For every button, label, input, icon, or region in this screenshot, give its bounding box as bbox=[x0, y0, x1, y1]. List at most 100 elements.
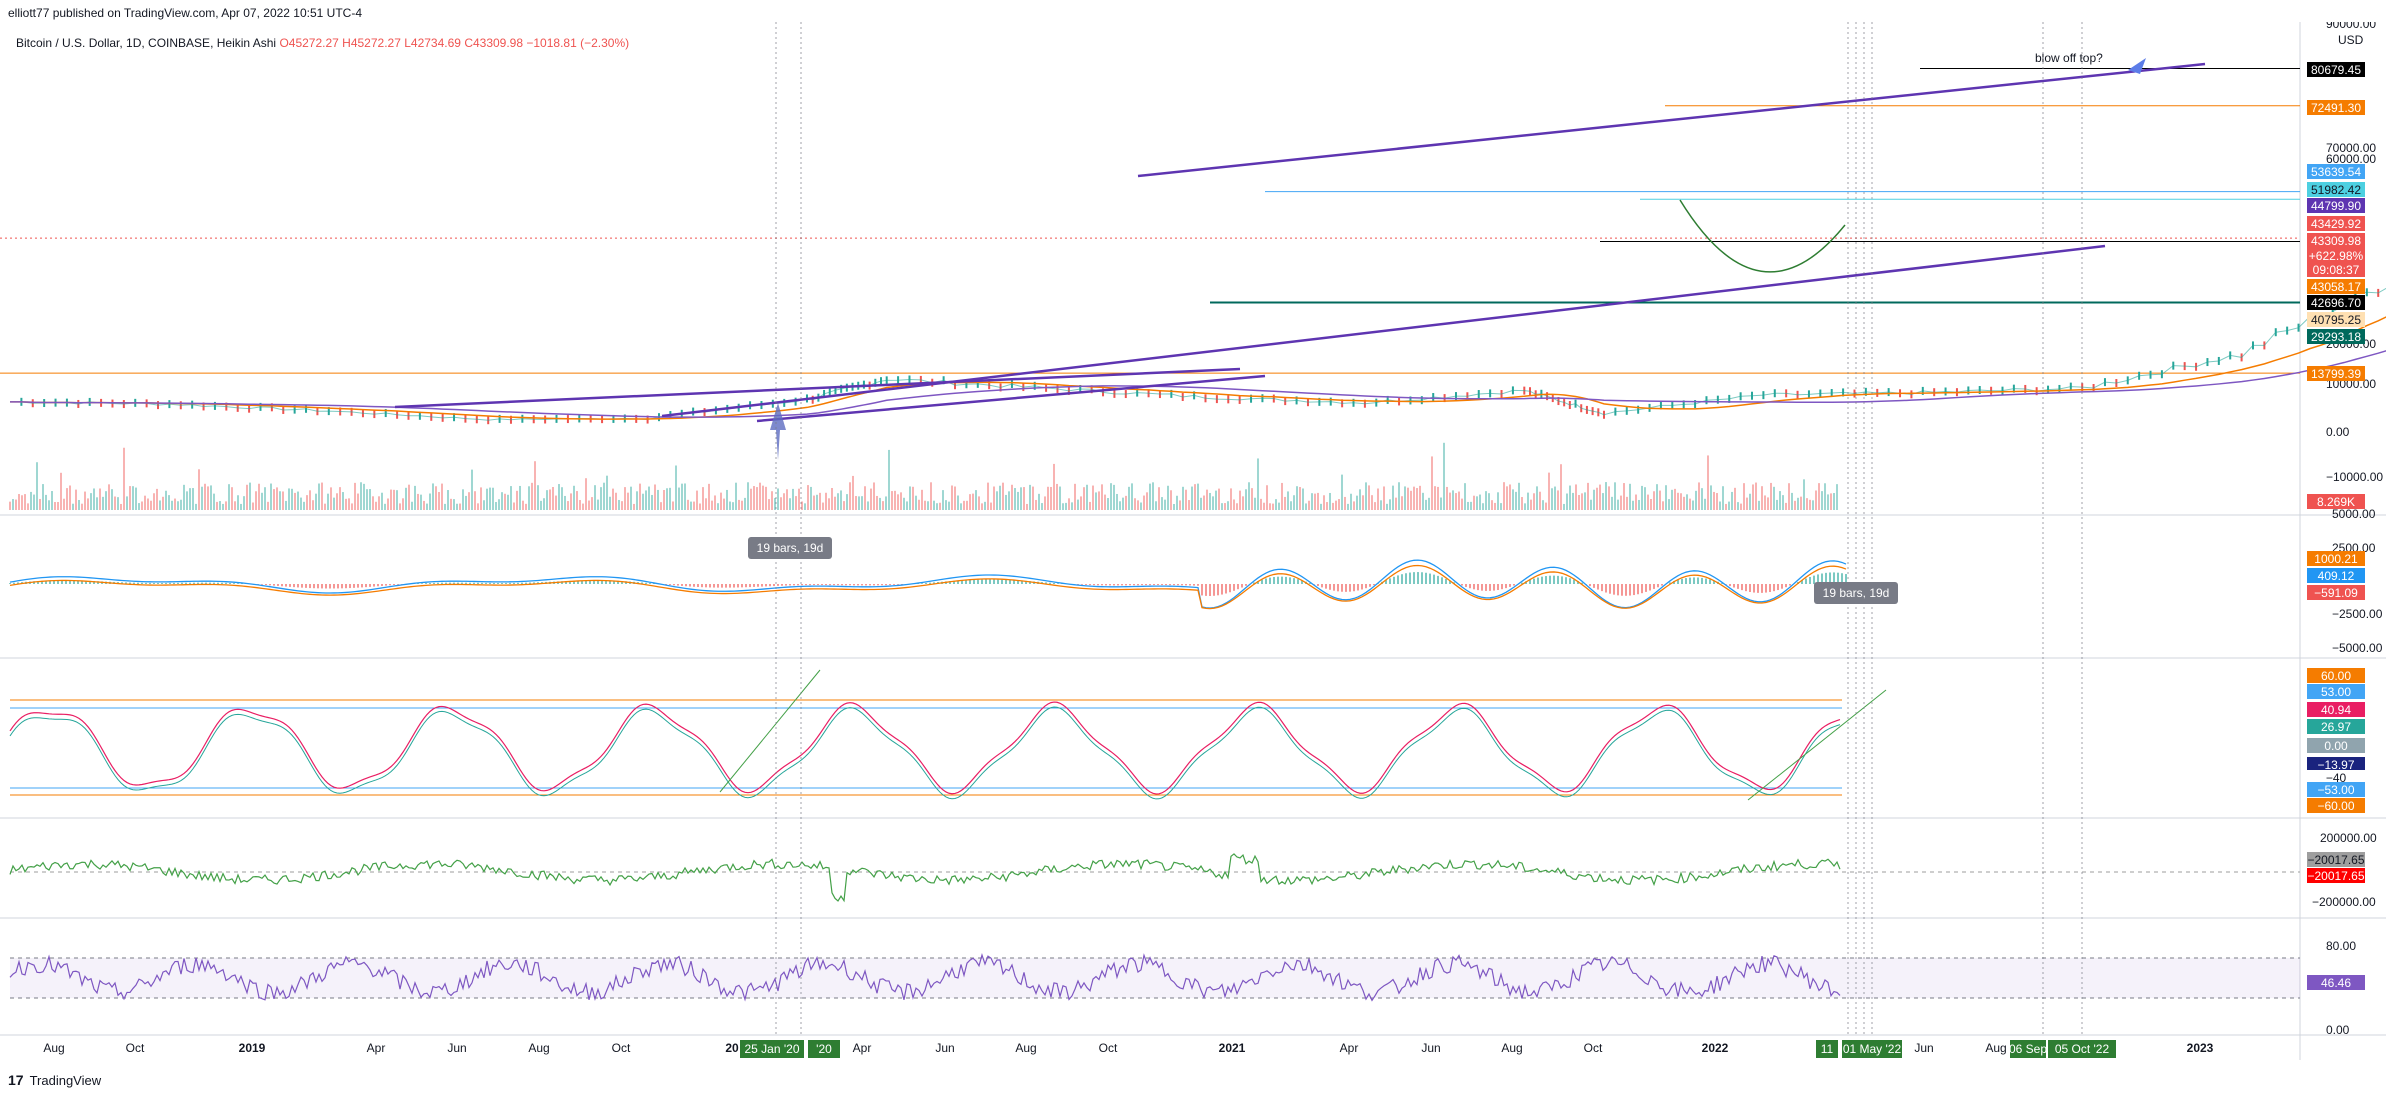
macd-tag: 409.12 bbox=[2307, 568, 2365, 583]
footer-brand: TradingView bbox=[29, 1072, 102, 1088]
rsi-band bbox=[10, 958, 2300, 998]
tag-bg bbox=[2307, 366, 2365, 381]
time-tick: Jun bbox=[1421, 1041, 1440, 1055]
time-tag-label: 25 Jan '20 bbox=[744, 1042, 799, 1056]
time-tag: 25 Jan '20 bbox=[740, 1040, 804, 1058]
price-series-line bbox=[9, 287, 2386, 421]
tag-bg bbox=[2307, 182, 2365, 197]
stoch-d-line bbox=[9, 706, 1841, 800]
time-tag-bg bbox=[1816, 1040, 1838, 1058]
macd-tag: −591.09 bbox=[2307, 585, 2365, 600]
tag-label: −20017.65 bbox=[2307, 869, 2364, 883]
price-axis[interactable]: USD90000.0070000.0060000.0020000.0010000… bbox=[2307, 22, 2383, 1037]
tag-bg bbox=[2307, 312, 2365, 327]
stoch-tag: 40.94 bbox=[2307, 702, 2365, 717]
time-tick: Jun bbox=[1914, 1041, 1933, 1055]
macd-signal-line bbox=[9, 564, 1847, 610]
price-tag: 80679.45 bbox=[2307, 62, 2365, 77]
tag-bg bbox=[2307, 568, 2365, 583]
time-tag-bg bbox=[1842, 1040, 1902, 1058]
tag-label: −13.97 bbox=[2317, 758, 2354, 772]
time-tick: 20 bbox=[725, 1041, 739, 1055]
time-tag: 01 May '22 bbox=[1842, 1040, 1902, 1058]
rsi-pane[interactable] bbox=[9, 953, 2300, 1002]
stoch-tag: −60.00 bbox=[2307, 798, 2365, 813]
tag-label: 43309.98 bbox=[2311, 234, 2361, 248]
tag-bg bbox=[2307, 62, 2365, 77]
stoch-tag: 26.97 bbox=[2307, 719, 2365, 734]
tag-label: 53639.54 bbox=[2311, 165, 2361, 179]
stochastic-pane[interactable] bbox=[9, 669, 1887, 801]
tag-bg bbox=[2307, 295, 2365, 310]
tag-label: 0.00 bbox=[2324, 739, 2348, 753]
symbol-legend[interactable]: Bitcoin / U.S. Dollar, 1D, COINBASE, Hei… bbox=[16, 36, 629, 50]
tag-label: 409.12 bbox=[2318, 569, 2355, 583]
tag-label: 26.97 bbox=[2321, 720, 2351, 734]
channel-line bbox=[756, 374, 1266, 423]
time-tick: Aug bbox=[528, 1041, 549, 1055]
macd-tick: 5000.00 bbox=[2332, 507, 2376, 521]
tag-label: −60.00 bbox=[2317, 799, 2354, 813]
measure-left: 19 bars, 19d bbox=[748, 537, 832, 559]
channel-line bbox=[1137, 62, 2206, 178]
tag-label: 44799.90 bbox=[2311, 199, 2361, 213]
tag-bg bbox=[2307, 719, 2365, 734]
tag-bg bbox=[2307, 782, 2365, 797]
tag-bg bbox=[2307, 757, 2365, 772]
cup-curve bbox=[1679, 199, 1846, 273]
obv-tag: −20017.65 bbox=[2307, 852, 2365, 867]
price-tick: 60000.00 bbox=[2326, 152, 2376, 166]
price-tag: +622.98% bbox=[2307, 248, 2365, 263]
ohlc-open: O45272.27 bbox=[279, 36, 339, 50]
tag-label: 09:08:37 bbox=[2313, 263, 2360, 277]
tradingview-logo-icon: 17 bbox=[8, 1072, 24, 1088]
tag-label: 72491.30 bbox=[2311, 101, 2361, 115]
tag-label: 60.00 bbox=[2321, 669, 2351, 683]
trend-line bbox=[1747, 689, 1887, 801]
tag-label: −591.09 bbox=[2314, 586, 2358, 600]
time-tick: 2022 bbox=[1702, 1041, 1729, 1055]
macd-tag: 1000.21 bbox=[2307, 551, 2365, 566]
tag-label: 43058.17 bbox=[2311, 280, 2361, 294]
tag-label: 40795.25 bbox=[2311, 313, 2361, 327]
tag-bg bbox=[2307, 198, 2365, 213]
price-pane[interactable]: blow off top? bbox=[0, 22, 2386, 510]
price-tag: 43429.92 bbox=[2307, 216, 2365, 231]
time-tag-label: 11 bbox=[1821, 1042, 1834, 1056]
tag-bg bbox=[2307, 868, 2365, 883]
obv-line bbox=[9, 853, 1841, 903]
tag-label: +622.98% bbox=[2309, 249, 2364, 263]
measure-bubble-label: 19 bars, 19d bbox=[757, 541, 824, 555]
ohlc-high: H45272.27 bbox=[342, 36, 401, 50]
price-tag: 42696.70 bbox=[2307, 295, 2365, 310]
price-tick: −10000.00 bbox=[2326, 470, 2383, 484]
rsi-tag: 46.46 bbox=[2307, 975, 2365, 990]
time-tag-label: '20 bbox=[816, 1042, 832, 1056]
tag-label: 1000.21 bbox=[2314, 552, 2358, 566]
price-tag: 40795.25 bbox=[2307, 312, 2365, 327]
publisher-header: elliott77 published on TradingView.com, … bbox=[8, 6, 362, 20]
time-tick: Oct bbox=[1584, 1041, 1603, 1055]
obv-pane[interactable] bbox=[9, 853, 2300, 903]
time-tick: 2023 bbox=[2187, 1041, 2214, 1055]
tag-label: −53.00 bbox=[2317, 783, 2354, 797]
tag-label: 29293.18 bbox=[2311, 330, 2361, 344]
time-tick: Apr bbox=[1340, 1041, 1359, 1055]
time-tag: 05 Oct '22 bbox=[2048, 1040, 2116, 1058]
macd-tick: −2500.00 bbox=[2332, 607, 2383, 621]
time-tick: 2021 bbox=[1219, 1041, 1246, 1055]
time-tag-label: 01 May '22 bbox=[1843, 1042, 1902, 1056]
time-axis[interactable]: Aug Oct 2019 Apr Jun Aug Oct 20 Apr Jun Aug Oct 2021… bbox=[43, 1040, 2214, 1058]
currency-label: USD bbox=[2338, 33, 2364, 47]
tag-label: 43429.92 bbox=[2311, 217, 2361, 231]
channel-line bbox=[394, 367, 1241, 409]
price-tag: 13799.39 bbox=[2307, 366, 2365, 381]
obv-tick: 200000.00 bbox=[2320, 831, 2377, 845]
footer[interactable]: 17 TradingView bbox=[8, 1072, 101, 1088]
time-tag-bg bbox=[740, 1040, 804, 1058]
time-tick: Aug bbox=[1501, 1041, 1522, 1055]
blow-off-annotation: blow off top? bbox=[2035, 51, 2103, 65]
stoch-tag: −13.97 bbox=[2307, 757, 2365, 772]
